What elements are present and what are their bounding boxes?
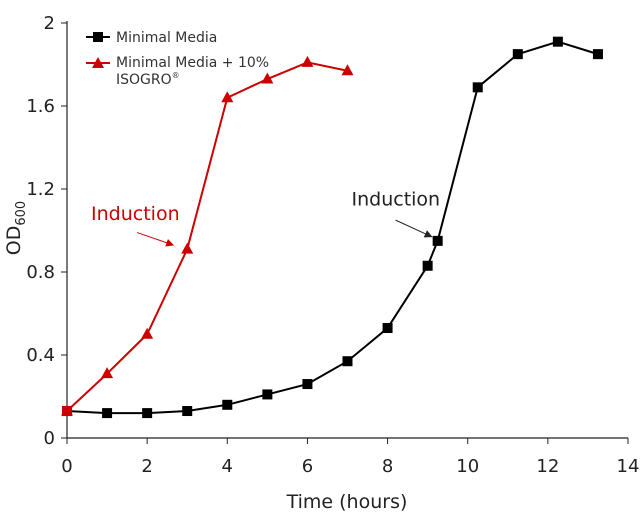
annotation-arrow [136, 232, 175, 247]
y-tick-label: 2 [44, 13, 55, 34]
data-point-square [222, 399, 233, 410]
data-point-triangle [181, 242, 194, 254]
data-point-square [432, 235, 443, 246]
axes [66, 21, 628, 439]
annotations: Induction Induction [91, 189, 441, 247]
legend-label-isogro-line2: ISOGRO® [116, 71, 180, 88]
x-tick-label: 12 [536, 456, 559, 477]
data-point-square [182, 406, 193, 417]
annotation-induction-label: Induction [352, 189, 441, 211]
x-tick-label: 2 [141, 456, 152, 477]
data-point-triangle [101, 367, 114, 379]
data-point-square [512, 49, 523, 60]
axis-ticks: 0 2 4 6 8 10 12 14 0 0.4 0.8 1.2 1.6 2 [26, 13, 639, 477]
legend-label-isogro-name: ISOGRO [116, 72, 172, 88]
legend-label-isogro-line1: Minimal Media + 10% [116, 55, 269, 71]
series-line [66, 61, 348, 412]
data-point-square [552, 36, 563, 47]
y-axis-title-main: OD [3, 226, 25, 256]
y-tick-label: 0 [44, 428, 55, 449]
legend-label-isogro-sup: ® [172, 71, 180, 80]
data-series [61, 36, 603, 419]
y-axis-title-sub: 600 [14, 201, 29, 226]
data-point-square [262, 389, 273, 400]
y-tick-label: 0.4 [26, 345, 55, 366]
legend-marker-square [93, 32, 103, 42]
data-point-square [102, 408, 113, 419]
x-axis-title: Time (hours) [286, 491, 408, 513]
data-point-triangle [261, 72, 274, 84]
data-point-triangle [341, 64, 354, 76]
series-minimal-media-isogro [61, 55, 354, 416]
y-tick-label: 1.6 [26, 96, 55, 117]
data-point-square [592, 49, 603, 60]
data-point-square [342, 356, 353, 367]
x-tick-label: 10 [456, 456, 479, 477]
x-tick-label: 6 [302, 456, 313, 477]
annotation-induction-label: Induction [91, 203, 180, 225]
data-point-triangle [221, 91, 234, 103]
x-tick-label: 8 [382, 456, 393, 477]
data-point-square [382, 323, 393, 334]
x-tick-label: 14 [617, 456, 640, 477]
x-tick-label: 4 [222, 456, 233, 477]
y-axis-title: OD600 [3, 201, 29, 255]
x-tick-label: 0 [61, 456, 72, 477]
legend-marker-triangle [92, 57, 104, 68]
data-point-square [302, 379, 313, 390]
y-tick-label: 0.8 [26, 262, 55, 283]
data-point-start-overlap [62, 406, 72, 417]
data-point-square [472, 82, 483, 93]
y-tick-label: 1.2 [26, 179, 55, 200]
series-minimal-media [62, 36, 603, 419]
annotation-arrow [395, 219, 433, 238]
data-point-triangle [141, 327, 154, 339]
legend: Minimal Media Minimal Media + 10% ISOGRO… [86, 30, 269, 88]
data-point-triangle [301, 55, 314, 67]
data-point-square [422, 260, 433, 271]
series-line [66, 40, 599, 415]
legend-label-minimal-media: Minimal Media [116, 30, 217, 46]
data-point-square [142, 408, 153, 419]
